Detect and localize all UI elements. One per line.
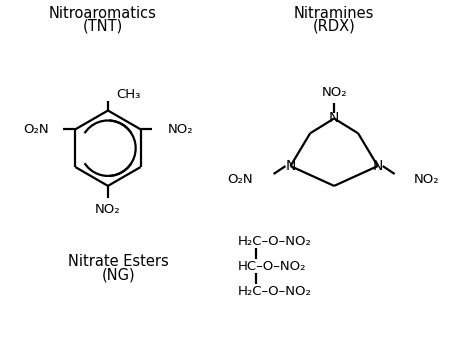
Text: NO₂: NO₂ xyxy=(167,123,193,136)
Text: H₂C–O–NO₂: H₂C–O–NO₂ xyxy=(238,235,312,248)
Text: Nitroaromatics: Nitroaromatics xyxy=(49,6,157,21)
Text: NO₂: NO₂ xyxy=(95,203,121,216)
Text: NO₂: NO₂ xyxy=(321,86,347,99)
Text: O₂N: O₂N xyxy=(23,123,49,136)
Text: (NG): (NG) xyxy=(102,268,135,283)
Text: N: N xyxy=(329,111,339,126)
Text: NO₂: NO₂ xyxy=(414,174,439,186)
Text: N: N xyxy=(285,159,296,173)
Text: Nitramines: Nitramines xyxy=(294,6,374,21)
Text: Nitrate Esters: Nitrate Esters xyxy=(68,254,169,269)
Text: N: N xyxy=(373,159,383,173)
Text: H₂C–O–NO₂: H₂C–O–NO₂ xyxy=(238,285,312,297)
Text: HC–O–NO₂: HC–O–NO₂ xyxy=(238,260,306,273)
Text: (RDX): (RDX) xyxy=(313,19,356,34)
Text: (TNT): (TNT) xyxy=(83,19,123,34)
Text: O₂N: O₂N xyxy=(227,174,253,186)
Text: CH₃: CH₃ xyxy=(116,88,140,101)
